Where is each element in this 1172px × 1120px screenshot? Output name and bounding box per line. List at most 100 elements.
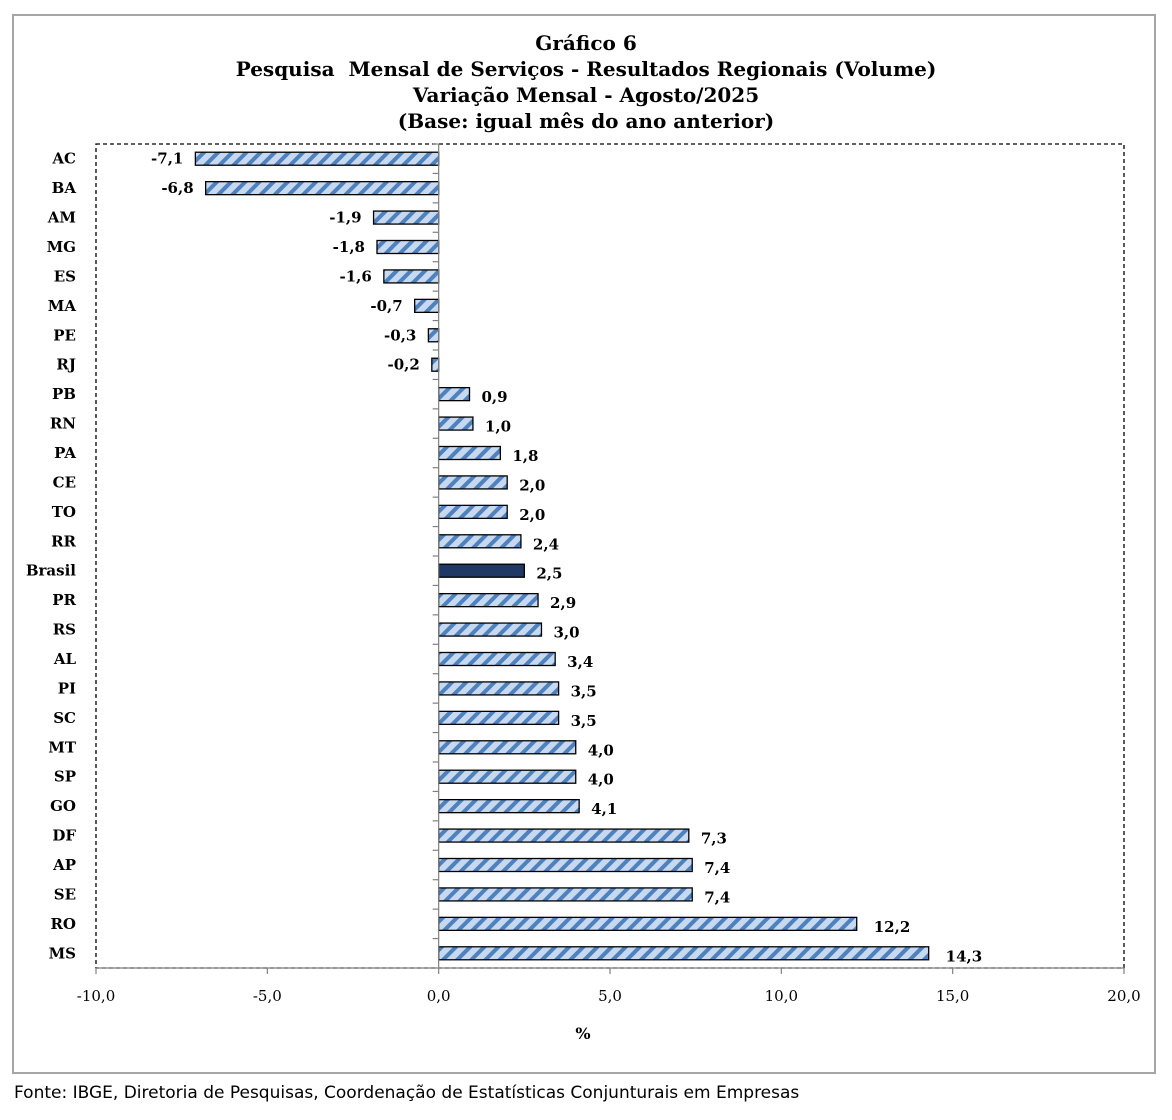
data-label: 12,2: [874, 918, 911, 936]
bar-pr: [438, 592, 539, 608]
title-line-1: Gráfico 6: [535, 31, 637, 55]
data-label: -1,8: [333, 238, 365, 256]
chart-title: Gráfico 6 Pesquisa Mensal de Serviços - …: [0, 30, 1172, 134]
title-line-2: Pesquisa Mensal de Serviços - Resultados…: [235, 57, 937, 81]
x-tick-label: 0,0: [427, 987, 451, 1005]
data-label: -0,2: [387, 356, 419, 374]
category-label: MA: [48, 297, 77, 315]
bar-pa: [438, 445, 501, 461]
bar-ce: [438, 475, 508, 490]
bar-ac: [194, 151, 440, 166]
category-label: PA: [54, 444, 76, 462]
bar-se: [438, 887, 693, 902]
bar-ro: [438, 916, 858, 932]
data-label: 3,4: [567, 653, 593, 671]
data-label: 0,9: [482, 388, 508, 406]
data-label: -7,1: [151, 150, 183, 168]
category-label: PR: [52, 591, 76, 609]
bar-mt: [438, 740, 577, 755]
x-tick-label: 10,0: [765, 987, 798, 1005]
category-label: PE: [53, 326, 76, 344]
title-line-4: (Base: igual mês do ano anterior): [397, 109, 775, 133]
bar-rn: [438, 416, 474, 431]
bar-pb: [438, 386, 471, 402]
data-label: -6,8: [161, 179, 193, 197]
bar-chart: AC -7,1 BA -6,8 AM -1,9 MG -1,8 ES -1,6 MA -0,7 PE -0…: [26, 143, 1141, 1043]
x-tick-label: 20,0: [1107, 987, 1140, 1005]
category-label: SC: [53, 709, 76, 727]
data-label: 4,1: [591, 800, 617, 818]
bar-pe: [427, 328, 440, 343]
bar-ap: [438, 857, 693, 873]
bar-sp: [438, 769, 577, 784]
category-label: AM: [47, 209, 76, 227]
title-line-3: Variação Mensal - Agosto/2025: [412, 83, 760, 107]
category-label: PB: [52, 385, 76, 403]
bar-mg: [376, 239, 440, 255]
category-label: RN: [50, 415, 76, 433]
category-label: CE: [53, 473, 76, 491]
x-axis-label: %: [575, 1024, 590, 1043]
plot-area: [95, 143, 1125, 969]
x-tick-label: 5,0: [598, 987, 622, 1005]
source-note: Fonte: IBGE, Diretoria de Pesquisas, Coo…: [14, 1083, 800, 1103]
bar-sc: [438, 710, 560, 726]
data-label: 2,9: [550, 594, 576, 612]
data-label: 3,0: [553, 624, 579, 642]
category-label: ES: [54, 267, 76, 285]
bar-rr: [438, 534, 522, 549]
category-label: Brasil: [26, 562, 76, 580]
category-label: MG: [47, 238, 76, 256]
bar-pi: [438, 681, 560, 696]
bar-ms: [438, 946, 930, 961]
category-label: TO: [52, 503, 76, 521]
data-label: 7,3: [701, 830, 727, 848]
bar-go: [438, 798, 580, 814]
bar-ba: [205, 180, 440, 196]
x-tick-label: -10,0: [77, 987, 115, 1005]
data-label: 2,0: [519, 506, 545, 524]
data-label: 2,5: [536, 565, 562, 583]
data-label: 2,0: [519, 476, 545, 494]
category-label: RS: [53, 621, 76, 639]
data-label: 1,0: [485, 418, 511, 436]
data-label: -1,6: [340, 267, 372, 285]
data-label: -0,7: [370, 297, 402, 315]
bar-rj: [431, 357, 440, 372]
x-tick-label: -5,0: [253, 987, 282, 1005]
category-label: RJ: [56, 356, 76, 374]
bar-es: [383, 269, 440, 284]
data-label: 1,8: [512, 447, 538, 465]
data-label: 14,3: [946, 947, 983, 965]
category-label: BA: [52, 179, 77, 197]
category-label: AP: [52, 856, 76, 874]
chart-frame: [12, 14, 1156, 1074]
bar-am: [372, 210, 440, 225]
bar-to: [438, 504, 508, 520]
category-label: RR: [51, 532, 76, 550]
data-label: 4,0: [588, 741, 614, 759]
bar-ma: [414, 298, 440, 314]
data-label: 4,0: [588, 771, 614, 789]
category-label: SP: [54, 768, 76, 786]
category-label: AC: [51, 150, 76, 168]
category-label: PI: [58, 679, 76, 697]
bar-rs: [438, 622, 543, 637]
data-label: 3,5: [571, 682, 597, 700]
x-tick-label: 15,0: [936, 987, 969, 1005]
category-label: MT: [48, 738, 77, 756]
data-label: -1,9: [329, 209, 361, 227]
bar-al: [438, 651, 556, 667]
category-label: AL: [53, 650, 77, 668]
data-label: 2,4: [533, 535, 559, 553]
category-label: MS: [49, 944, 76, 962]
category-label: RO: [50, 915, 76, 933]
data-label: 7,4: [704, 888, 730, 906]
data-label: 7,4: [704, 859, 730, 877]
data-label: 3,5: [571, 712, 597, 730]
bar-df: [438, 828, 690, 843]
bar-brasil: [438, 563, 525, 578]
data-label: -0,3: [384, 326, 416, 344]
category-label: GO: [50, 797, 76, 815]
category-label: DF: [52, 827, 76, 845]
